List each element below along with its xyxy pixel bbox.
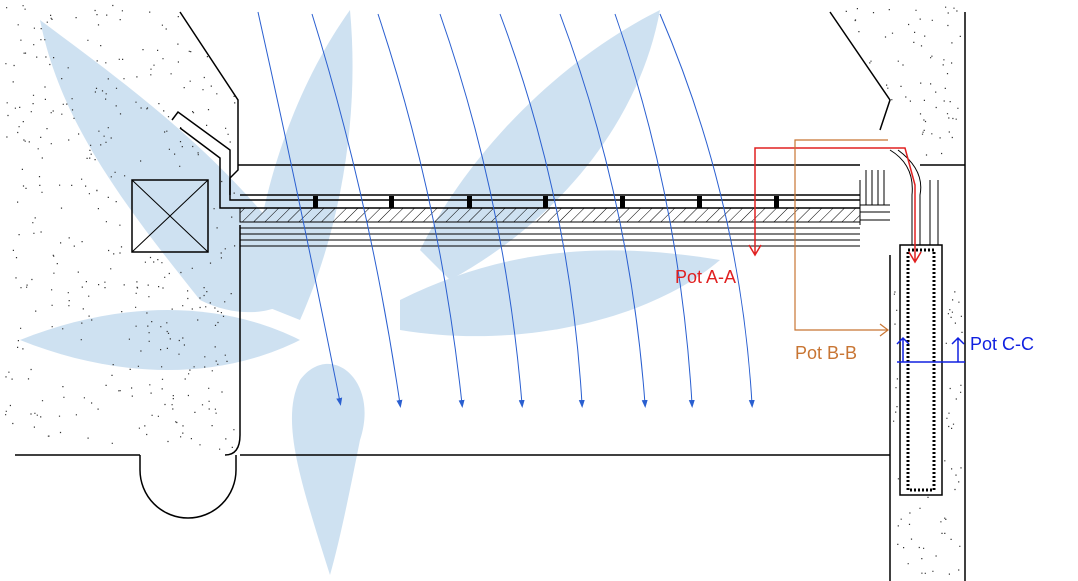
pipe <box>900 245 942 495</box>
drain-bump <box>140 455 236 518</box>
anchors <box>313 196 779 208</box>
right-wall <box>830 12 965 581</box>
hatched-layer <box>240 208 860 222</box>
label-pot-c: Pot C-C <box>970 334 1034 354</box>
drawing: Pot A-A Pot B-B Pot C-C <box>0 0 1078 581</box>
page: Pot A-A Pot B-B Pot C-C (() => { const d… <box>0 0 1078 581</box>
label-pot-a: Pot A-A <box>675 267 736 287</box>
label-pot-b: Pot B-B <box>795 343 857 363</box>
section-b <box>795 140 888 336</box>
watermark <box>20 10 720 575</box>
pipe-lining <box>908 250 934 490</box>
slab-layers <box>240 228 860 246</box>
